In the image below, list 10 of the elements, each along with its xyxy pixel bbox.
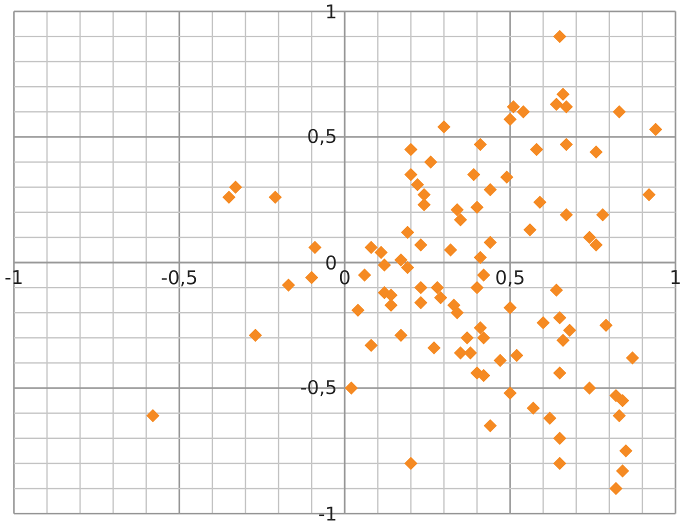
x-tick-label: 0,5 [496, 270, 524, 286]
y-tick-label: -0,5 [301, 380, 336, 396]
x-tick-label: 1 [672, 270, 680, 284]
x-tick-label: -0,5 [162, 270, 196, 286]
y-tick-label: 0,5 [308, 128, 336, 146]
x-tick-label: 0 [340, 270, 350, 284]
y-tick-label: 0 [326, 255, 336, 270]
y-tick-label: -1 [319, 506, 336, 521]
x-tick-label: -1 [5, 270, 22, 284]
y-tick-label: 1 [327, 4, 336, 18]
